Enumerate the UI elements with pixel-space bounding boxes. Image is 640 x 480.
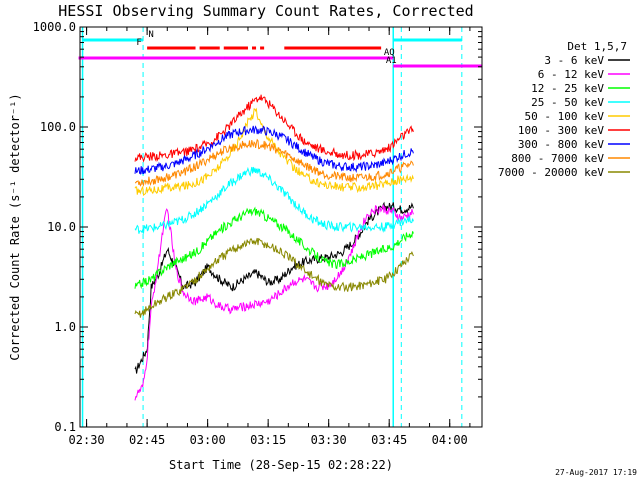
- series-line: [135, 138, 414, 187]
- y-tick-label: 0.1: [54, 420, 76, 434]
- legend-label: 12 - 25 keV: [531, 82, 604, 95]
- series-line: [134, 237, 414, 318]
- flag-label: F: [136, 38, 141, 48]
- flag-label: A1: [386, 56, 397, 66]
- x-tick-label: 02:45: [129, 433, 165, 447]
- y-tick-label: 1.0: [54, 320, 76, 334]
- series-line: [134, 107, 414, 197]
- series-line: [134, 206, 414, 290]
- footer-date: 27-Aug-2017 17:19: [555, 468, 637, 477]
- x-tick-label: 03:45: [371, 433, 407, 447]
- chart-title: HESSI Observing Summary Count Rates, Cor…: [58, 2, 473, 20]
- legend-label: 25 - 50 keV: [531, 96, 604, 109]
- series-line: [134, 125, 414, 175]
- legend-label: 800 - 7000 keV: [511, 152, 604, 165]
- legend-label: 7000 - 20000 keV: [498, 166, 604, 179]
- flag-label: N: [148, 30, 153, 40]
- series-line: [134, 166, 414, 234]
- legend-label: 3 - 6 keV: [544, 54, 604, 67]
- y-tick-label: 10.0: [47, 220, 76, 234]
- x-axis-label: Start Time (28-Sep-15 02:28:22): [169, 458, 393, 472]
- series-line: [134, 201, 414, 374]
- legend-label: 50 - 100 keV: [525, 110, 605, 123]
- x-tick-label: 04:00: [432, 433, 468, 447]
- y-axis-label: Corrected Count Rate (s⁻¹ detector⁻¹): [8, 93, 22, 360]
- y-tick-label: 1000.0: [33, 20, 76, 34]
- legend-title: Det 1,5,7: [567, 40, 627, 53]
- x-tick-label: 03:00: [190, 433, 226, 447]
- legend-label: 6 - 12 keV: [538, 68, 605, 81]
- legend-label: 100 - 300 keV: [518, 124, 604, 137]
- series-line: [134, 94, 414, 163]
- flag-label: AQ: [384, 48, 395, 58]
- legend-label: 300 - 800 keV: [518, 138, 604, 151]
- x-tick-label: 02:30: [69, 433, 105, 447]
- x-tick-label: 03:15: [250, 433, 286, 447]
- x-tick-label: 03:30: [311, 433, 347, 447]
- y-tick-label: 100.0: [40, 120, 76, 134]
- series-line: [134, 203, 414, 401]
